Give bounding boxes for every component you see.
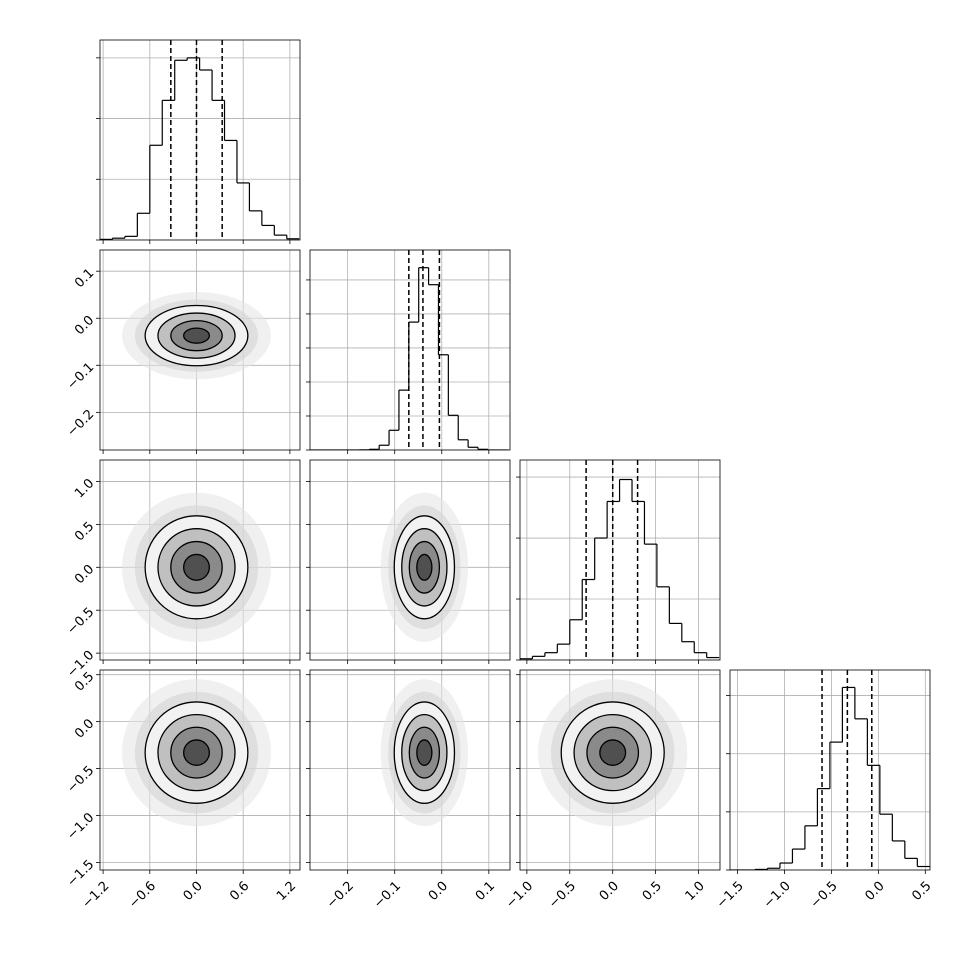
x-tick-label: 0.0 — [597, 879, 622, 904]
x-tick-label: −1.0 — [503, 879, 536, 912]
x-tick-label: −1.2 — [79, 879, 112, 912]
y-tick-label: 0.1 — [72, 266, 97, 291]
panel — [100, 40, 300, 240]
y-tick-label: −0.2 — [64, 407, 97, 440]
panel — [100, 250, 300, 450]
y-tick-label: −1.5 — [64, 857, 97, 890]
contour — [599, 739, 627, 766]
panel-frame — [519, 669, 721, 871]
y-tick-label: −0.5 — [64, 605, 97, 638]
panel — [730, 670, 930, 870]
panel — [310, 460, 510, 660]
x-tick-label: 1.2 — [274, 879, 299, 904]
contour — [416, 739, 433, 766]
y-tick-label: 0.0 — [72, 313, 97, 338]
x-tick-label: 0.1 — [473, 879, 498, 904]
contour — [183, 327, 210, 344]
y-tick-label: −0.5 — [64, 763, 97, 796]
x-tick-label: 0.0 — [426, 879, 451, 904]
x-tick-label: 0.5 — [909, 879, 934, 904]
x-tick-label: −0.1 — [371, 879, 404, 912]
panel-frame — [519, 459, 721, 661]
panel-frame — [99, 459, 301, 661]
x-tick-label: 0.0 — [862, 879, 887, 904]
panel-frame — [99, 249, 301, 451]
panel — [100, 460, 300, 660]
x-tick-label: −1.0 — [761, 879, 794, 912]
panel-frame — [99, 39, 301, 241]
panel-frame — [99, 669, 301, 871]
x-tick-label: −0.5 — [546, 879, 579, 912]
panel — [100, 670, 300, 870]
x-tick-label: −0.5 — [808, 879, 841, 912]
x-tick-label: 1.0 — [683, 879, 708, 904]
y-tick-label: 0.5 — [72, 519, 97, 544]
panel — [310, 670, 510, 870]
y-tick-label: 0.0 — [72, 562, 97, 587]
y-tick-label: −1.0 — [64, 810, 97, 843]
x-tick-label: 0.5 — [640, 879, 665, 904]
panel-frame — [309, 669, 511, 871]
contour — [183, 553, 210, 581]
panel-frame — [729, 669, 931, 871]
panel — [520, 670, 720, 870]
x-tick-label: 0.0 — [181, 879, 206, 904]
panel-frame — [309, 459, 511, 661]
y-tick-label: 1.0 — [72, 476, 97, 501]
contour — [183, 739, 210, 766]
y-tick-label: 0.0 — [72, 716, 97, 741]
x-tick-label: 0.6 — [227, 879, 252, 904]
x-tick-label: −1.5 — [714, 879, 747, 912]
x-tick-label: −0.6 — [126, 879, 159, 912]
contour — [416, 553, 433, 581]
y-tick-label: −0.1 — [64, 360, 97, 393]
panel — [310, 250, 510, 450]
panel-frame — [309, 249, 511, 451]
x-tick-label: −0.2 — [324, 879, 357, 912]
panel — [520, 460, 720, 660]
